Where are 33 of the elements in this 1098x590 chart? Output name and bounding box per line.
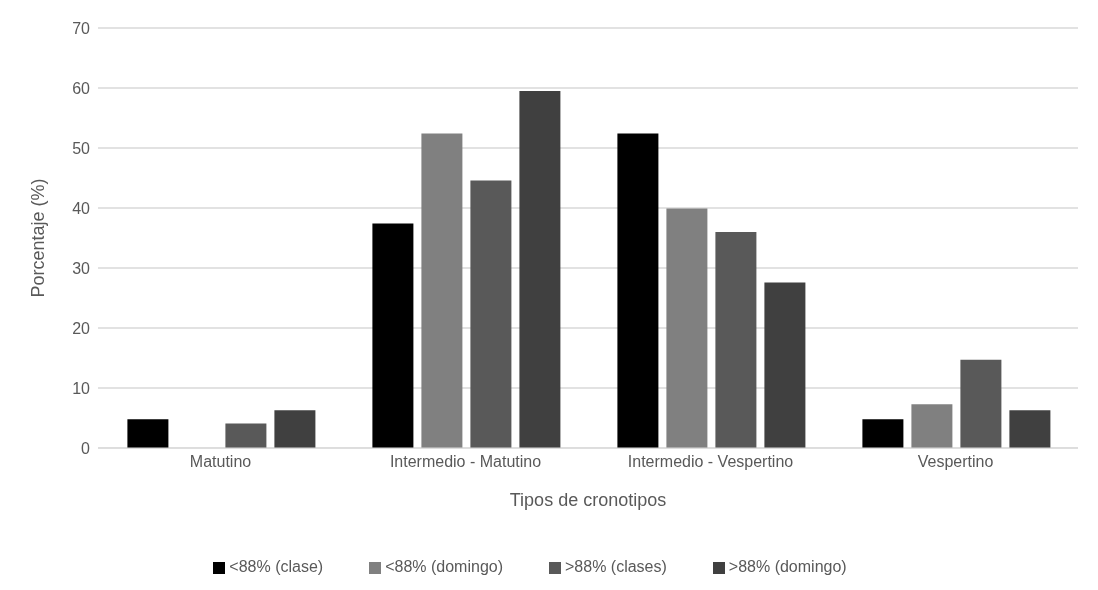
y-tick-label: 70 bbox=[72, 19, 91, 37]
x-tick-label: Vespertino bbox=[917, 453, 994, 471]
y-tick-label: 0 bbox=[81, 439, 91, 457]
bar bbox=[274, 410, 316, 448]
x-axis-title: Tipos de cronotipos bbox=[509, 490, 667, 510]
y-tick-label: 50 bbox=[72, 139, 91, 157]
bar bbox=[617, 133, 659, 448]
y-tick-label: 10 bbox=[72, 379, 91, 397]
y-axis-title: Porcentaje (%) bbox=[28, 178, 49, 298]
bar bbox=[470, 180, 512, 448]
x-tick-label: Matutino bbox=[189, 453, 252, 471]
bar bbox=[862, 419, 904, 448]
bar bbox=[519, 91, 561, 448]
bar bbox=[225, 423, 267, 448]
y-tick-label: 40 bbox=[72, 199, 91, 217]
y-tick-label: 30 bbox=[72, 259, 91, 277]
x-tick-label: Intermedio - Vespertino bbox=[627, 453, 794, 471]
y-tick-label: 20 bbox=[72, 319, 91, 337]
x-tick-label: Intermedio - Matutino bbox=[389, 453, 542, 471]
legend-label: <88% (clase) bbox=[229, 558, 324, 575]
bar bbox=[715, 232, 757, 448]
bar bbox=[911, 404, 953, 448]
bar bbox=[372, 223, 414, 448]
bar bbox=[764, 282, 806, 448]
y-tick-label: 60 bbox=[72, 79, 91, 97]
bar bbox=[960, 359, 1002, 448]
bar bbox=[127, 419, 169, 448]
bar bbox=[421, 133, 463, 448]
bar bbox=[1009, 410, 1051, 448]
bar bbox=[666, 208, 708, 448]
legend-label: >88% (domingo) bbox=[728, 558, 847, 575]
legend-label: >88% (clases) bbox=[565, 558, 667, 575]
legend-label: <88% (domingo) bbox=[385, 558, 503, 575]
